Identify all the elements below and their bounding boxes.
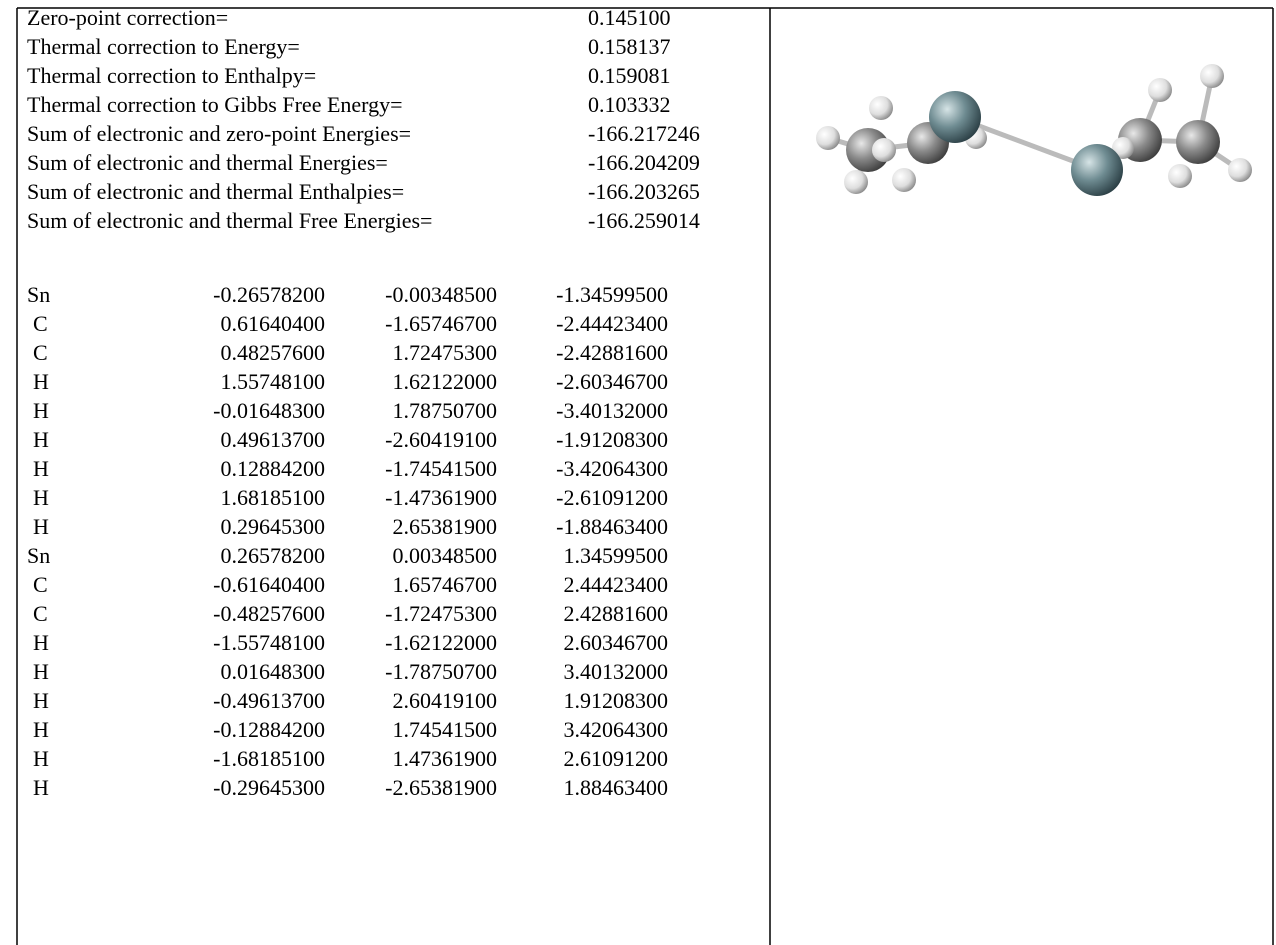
coord-x: 1.55748100	[221, 369, 326, 394]
atom-symbol: H	[33, 630, 49, 655]
atom-symbol: H	[33, 717, 49, 742]
coord-z: 1.91208300	[564, 688, 669, 713]
coord-z: -1.91208300	[556, 427, 668, 452]
coord-z: 2.42881600	[564, 601, 669, 626]
page: Zero-point correction= 0.145100 Thermal co…	[0, 0, 1276, 945]
coord-y: 1.62122000	[393, 369, 498, 394]
coord-y: 2.60419100	[393, 688, 498, 713]
atom-symbol: H	[33, 688, 49, 713]
atom-symbol: H	[33, 369, 49, 394]
coord-y: 1.74541500	[393, 717, 498, 742]
coord-z: 1.88463400	[564, 775, 669, 800]
coord-z: -1.88463400	[556, 514, 668, 539]
coord-z: 2.44423400	[564, 572, 669, 597]
coord-y: 2.65381900	[393, 514, 498, 539]
coord-y: -1.74541500	[385, 456, 497, 481]
thermo-label: Sum of electronic and thermal Enthalpies…	[27, 179, 404, 204]
thermo-value: -166.259014	[588, 208, 700, 233]
atom-symbol: H	[33, 427, 49, 452]
coord-y: 1.47361900	[393, 746, 498, 771]
thermo-label: Thermal correction to Enthalpy=	[27, 63, 316, 88]
thermo-label: Sum of electronic and zero-point Energie…	[27, 121, 411, 146]
coord-y: -0.00348500	[385, 282, 497, 307]
thermo-value: 0.159081	[588, 63, 671, 88]
coord-x: -0.48257600	[213, 601, 325, 626]
coord-z: -2.60346700	[556, 369, 668, 394]
coord-y: -1.78750700	[385, 659, 497, 684]
thermo-value: -166.203265	[588, 179, 700, 204]
coord-x: 0.29645300	[221, 514, 326, 539]
coord-x: -0.29645300	[213, 775, 325, 800]
coord-y: -1.62122000	[385, 630, 497, 655]
coord-x: 0.48257600	[221, 340, 326, 365]
coord-z: 3.42064300	[564, 717, 669, 742]
coord-z: 2.60346700	[564, 630, 669, 655]
coord-y: -2.60419100	[385, 427, 497, 452]
atom-symbol: C	[33, 601, 48, 626]
coord-y: -1.65746700	[385, 311, 497, 336]
coord-y: 1.65746700	[393, 572, 498, 597]
coord-z: 3.40132000	[564, 659, 669, 684]
coord-x: -1.68185100	[213, 746, 325, 771]
coord-x: -0.49613700	[213, 688, 325, 713]
atom-symbol: C	[33, 311, 48, 336]
coord-z: -3.42064300	[556, 456, 668, 481]
thermo-label: Thermal correction to Energy=	[27, 34, 300, 59]
coord-x: 0.01648300	[221, 659, 326, 684]
atom-symbol: Sn	[27, 543, 50, 568]
thermo-label: Zero-point correction=	[27, 5, 228, 30]
coord-x: 0.26578200	[221, 543, 326, 568]
thermo-label: Thermal correction to Gibbs Free Energy=	[27, 92, 403, 117]
atom-symbol: Sn	[27, 282, 50, 307]
thermo-value: -166.204209	[588, 150, 700, 175]
atom-symbol: H	[33, 775, 49, 800]
coord-y: 0.00348500	[393, 543, 498, 568]
coord-x: 0.61640400	[221, 311, 326, 336]
thermo-value: -166.217246	[588, 121, 700, 146]
coord-z: -2.42881600	[556, 340, 668, 365]
atom-symbol: H	[33, 398, 49, 423]
coord-y: 1.72475300	[393, 340, 498, 365]
thermo-label: Sum of electronic and thermal Free Energ…	[27, 208, 432, 233]
coord-z: -1.34599500	[556, 282, 668, 307]
thermo-value: 0.145100	[588, 5, 671, 30]
atom-symbol: H	[33, 456, 49, 481]
coord-x: 0.12884200	[221, 456, 326, 481]
thermo-value: 0.103332	[588, 92, 671, 117]
coord-x: -0.61640400	[213, 572, 325, 597]
coord-y: 1.78750700	[393, 398, 498, 423]
coord-x: -0.26578200	[213, 282, 325, 307]
atom-symbol: C	[33, 572, 48, 597]
coord-z: 2.61091200	[564, 746, 669, 771]
coord-x: 0.49613700	[221, 427, 326, 452]
atom-symbol: H	[33, 659, 49, 684]
molecule-image	[816, 64, 1252, 196]
coord-y: -1.72475300	[385, 601, 497, 626]
coord-x: -0.12884200	[213, 717, 325, 742]
atom-symbol: H	[33, 746, 49, 771]
atom-symbol: H	[33, 514, 49, 539]
coord-x: 1.68185100	[221, 485, 326, 510]
coord-z: -2.61091200	[556, 485, 668, 510]
atom-symbol: C	[33, 340, 48, 365]
thermo-value: 0.158137	[588, 34, 671, 59]
coord-x: -1.55748100	[213, 630, 325, 655]
atom-symbol: H	[33, 485, 49, 510]
coord-z: -3.40132000	[556, 398, 668, 423]
coord-y: -2.65381900	[385, 775, 497, 800]
coord-x: -0.01648300	[213, 398, 325, 423]
coord-z: 1.34599500	[564, 543, 669, 568]
coord-y: -1.47361900	[385, 485, 497, 510]
thermo-label: Sum of electronic and thermal Energies=	[27, 150, 388, 175]
coord-z: -2.44423400	[556, 311, 668, 336]
